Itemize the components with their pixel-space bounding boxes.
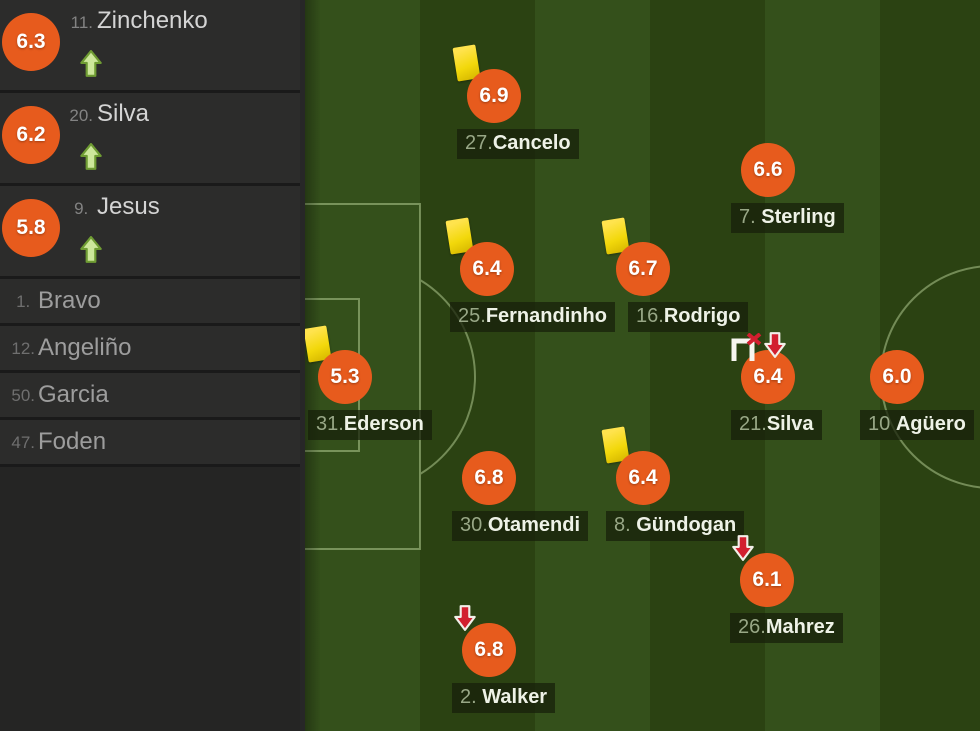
unused-bench-list: 1. Bravo 12. Angeliño 50. Garcia 47. Fod… xyxy=(0,279,300,467)
player-number: 47. xyxy=(11,433,35,452)
sidebar-filler xyxy=(0,467,300,681)
player-number: 10 xyxy=(868,413,896,435)
player-rating-badge: 6.4 xyxy=(616,451,670,505)
player-name: Cancelo xyxy=(492,132,571,154)
player-number: 9. xyxy=(74,199,93,218)
player-name-label: 2. Walker xyxy=(452,683,556,713)
rating-value: 6.1 xyxy=(752,568,782,591)
rating-value: 6.2 xyxy=(16,123,46,146)
bench-player-row[interactable]: 12. Angeliño xyxy=(0,326,300,373)
player-name-label: 31.Ederson xyxy=(308,410,432,440)
player-name: Fernandinho xyxy=(485,305,607,327)
rating-value: 6.3 xyxy=(16,30,46,53)
player-name-label: 16.Rodrigo xyxy=(628,302,749,332)
player-name: Walker xyxy=(482,686,548,708)
player-name: Ederson xyxy=(343,413,424,435)
player-rating-badge: 6.8 xyxy=(462,451,516,505)
player-name-label: 30.Otamendi xyxy=(452,511,589,541)
player-rating-badge: 6.7 xyxy=(616,242,670,296)
player-name: Mahrez xyxy=(765,616,835,638)
player-rating-badge: 6.0 xyxy=(870,350,924,404)
rating-value: 6.8 xyxy=(474,638,504,661)
player-rating-badge: 6.1 xyxy=(740,553,794,607)
player-rating-badge: 5.8 xyxy=(2,199,60,257)
player-name: Garcia xyxy=(38,381,109,408)
player-name-label: 10 Agüero xyxy=(860,410,974,440)
player-name: Silva xyxy=(97,100,150,127)
player-number: 7. xyxy=(739,206,762,228)
player-number: 27. xyxy=(465,132,493,154)
player-number: 25. xyxy=(458,305,486,327)
player-rating-badge: 5.3 xyxy=(318,350,372,404)
rating-value: 6.9 xyxy=(479,84,509,107)
player-number: 26. xyxy=(738,616,766,638)
bench-player-row[interactable]: 1. Bravo xyxy=(0,279,300,326)
rating-trend-down-icon xyxy=(764,332,786,358)
bench-player-row[interactable]: 50. Garcia xyxy=(0,373,300,420)
rating-value: 5.3 xyxy=(330,365,360,388)
player-name: Angeliño xyxy=(38,334,132,361)
rating-trend-up-icon xyxy=(80,50,102,77)
substitute-row[interactable]: 6.3 11. Zinchenko xyxy=(0,0,300,93)
player-name: Agüero xyxy=(895,413,966,435)
rated-substitutes-list: 6.3 11. Zinchenko 6.2 20. Silva 5.8 9. J… xyxy=(0,0,300,279)
player-rating-badge: 6.2 xyxy=(2,106,60,164)
rating-value: 5.8 xyxy=(16,216,46,239)
player-name-label: 21.Silva xyxy=(731,410,822,440)
player-number: 50. xyxy=(11,386,35,405)
player-number: 31. xyxy=(316,413,344,435)
player-number: 2. xyxy=(460,686,483,708)
bench-player-row[interactable]: 47. Foden xyxy=(0,420,300,467)
player-number: 21. xyxy=(739,413,767,435)
player-name: Gündogan xyxy=(636,514,737,536)
player-rating-badge: 6.9 xyxy=(467,69,521,123)
player-name-label: 26.Mahrez xyxy=(730,613,843,643)
substitute-row[interactable]: 5.8 9. Jesus xyxy=(0,186,300,279)
player-name: Otamendi xyxy=(487,514,581,536)
player-name: Jesus xyxy=(97,193,160,220)
player-name-label: 7. Sterling xyxy=(731,203,844,233)
rating-trend-up-icon xyxy=(80,236,102,263)
penalty-box-line xyxy=(300,203,421,550)
substitute-row[interactable]: 6.2 20. Silva xyxy=(0,93,300,186)
sidebar-shadow xyxy=(305,0,321,731)
rating-value: 6.7 xyxy=(628,257,658,280)
player-number: 20. xyxy=(69,106,93,125)
player-rating-badge: 6.8 xyxy=(462,623,516,677)
player-name: Bravo xyxy=(38,287,101,314)
rating-value: 6.6 xyxy=(753,158,783,181)
player-name-label: 8. Gündogan xyxy=(606,511,745,541)
player-rating-badge: 6.6 xyxy=(741,143,795,197)
player-name-label: 27.Cancelo xyxy=(457,129,579,159)
player-rating-badge: 6.3 xyxy=(2,13,60,71)
rating-trend-up-icon xyxy=(80,143,102,170)
player-name: Foden xyxy=(38,428,107,455)
rating-value: 6.8 xyxy=(474,466,504,489)
player-name: Zinchenko xyxy=(97,7,208,34)
player-name-label: 25.Fernandinho xyxy=(450,302,615,332)
player-number: 1. xyxy=(16,292,35,311)
rating-value: 6.4 xyxy=(472,257,502,280)
player-number: 11. xyxy=(70,13,93,32)
substituted-off-icon xyxy=(731,333,762,361)
rating-trend-down-icon xyxy=(732,535,754,561)
pitch xyxy=(305,0,980,731)
rating-value: 6.0 xyxy=(882,365,912,388)
substitutes-panel: 6.3 11. Zinchenko 6.2 20. Silva 5.8 9. J… xyxy=(0,0,305,731)
rating-value: 6.4 xyxy=(628,466,658,489)
player-number: 30. xyxy=(460,514,488,536)
rating-trend-down-icon xyxy=(454,605,476,631)
player-name: Sterling xyxy=(761,206,836,228)
player-number: 12. xyxy=(11,339,35,358)
player-name: Rodrigo xyxy=(663,305,741,327)
player-name: Silva xyxy=(766,413,814,435)
player-number: 16. xyxy=(636,305,664,327)
rating-value: 6.4 xyxy=(753,365,783,388)
player-number: 8. xyxy=(614,514,637,536)
player-rating-badge: 6.4 xyxy=(460,242,514,296)
